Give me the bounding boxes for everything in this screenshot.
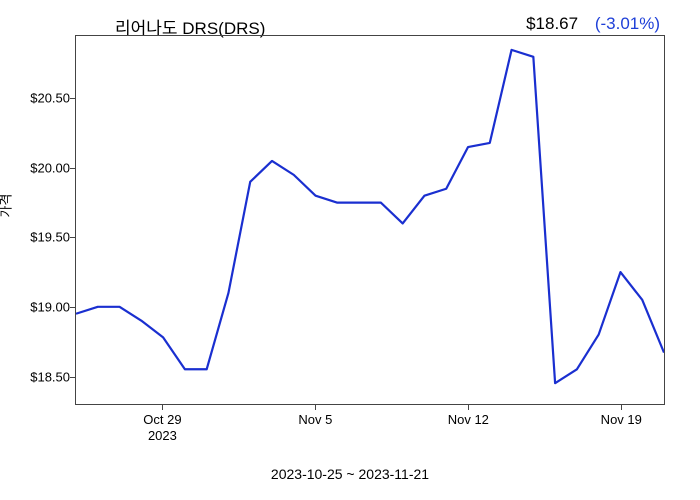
- y-tick-label: $19.00: [30, 300, 70, 315]
- x-tick: [468, 405, 469, 410]
- y-tick: [70, 168, 75, 169]
- stock-chart: 리어나도 DRS(DRS) $18.67 (-3.01%) 가격 $18.50$…: [0, 0, 700, 500]
- current-price: $18.67: [526, 14, 578, 33]
- y-tick-label: $18.50: [30, 370, 70, 385]
- y-tick: [70, 377, 75, 378]
- price-change: (-3.01%): [595, 14, 660, 33]
- price-line: [76, 36, 664, 404]
- y-tick-label: $20.50: [30, 90, 70, 105]
- y-tick-label: $19.50: [30, 230, 70, 245]
- x-tick-sublabel: 2023: [148, 428, 177, 443]
- x-tick-label: Nov 12: [448, 412, 489, 427]
- y-tick: [70, 98, 75, 99]
- x-tick-label: Oct 29: [143, 412, 181, 427]
- x-tick: [162, 405, 163, 410]
- date-range-footer: 2023-10-25 ~ 2023-11-21: [0, 466, 700, 482]
- x-tick: [621, 405, 622, 410]
- y-tick: [70, 307, 75, 308]
- x-tick-label: Nov 19: [601, 412, 642, 427]
- y-axis-title: 가격: [0, 194, 15, 218]
- x-tick-label: Nov 5: [298, 412, 332, 427]
- x-tick: [315, 405, 316, 410]
- plot-area: [75, 35, 665, 405]
- y-tick-label: $20.00: [30, 160, 70, 175]
- y-tick: [70, 237, 75, 238]
